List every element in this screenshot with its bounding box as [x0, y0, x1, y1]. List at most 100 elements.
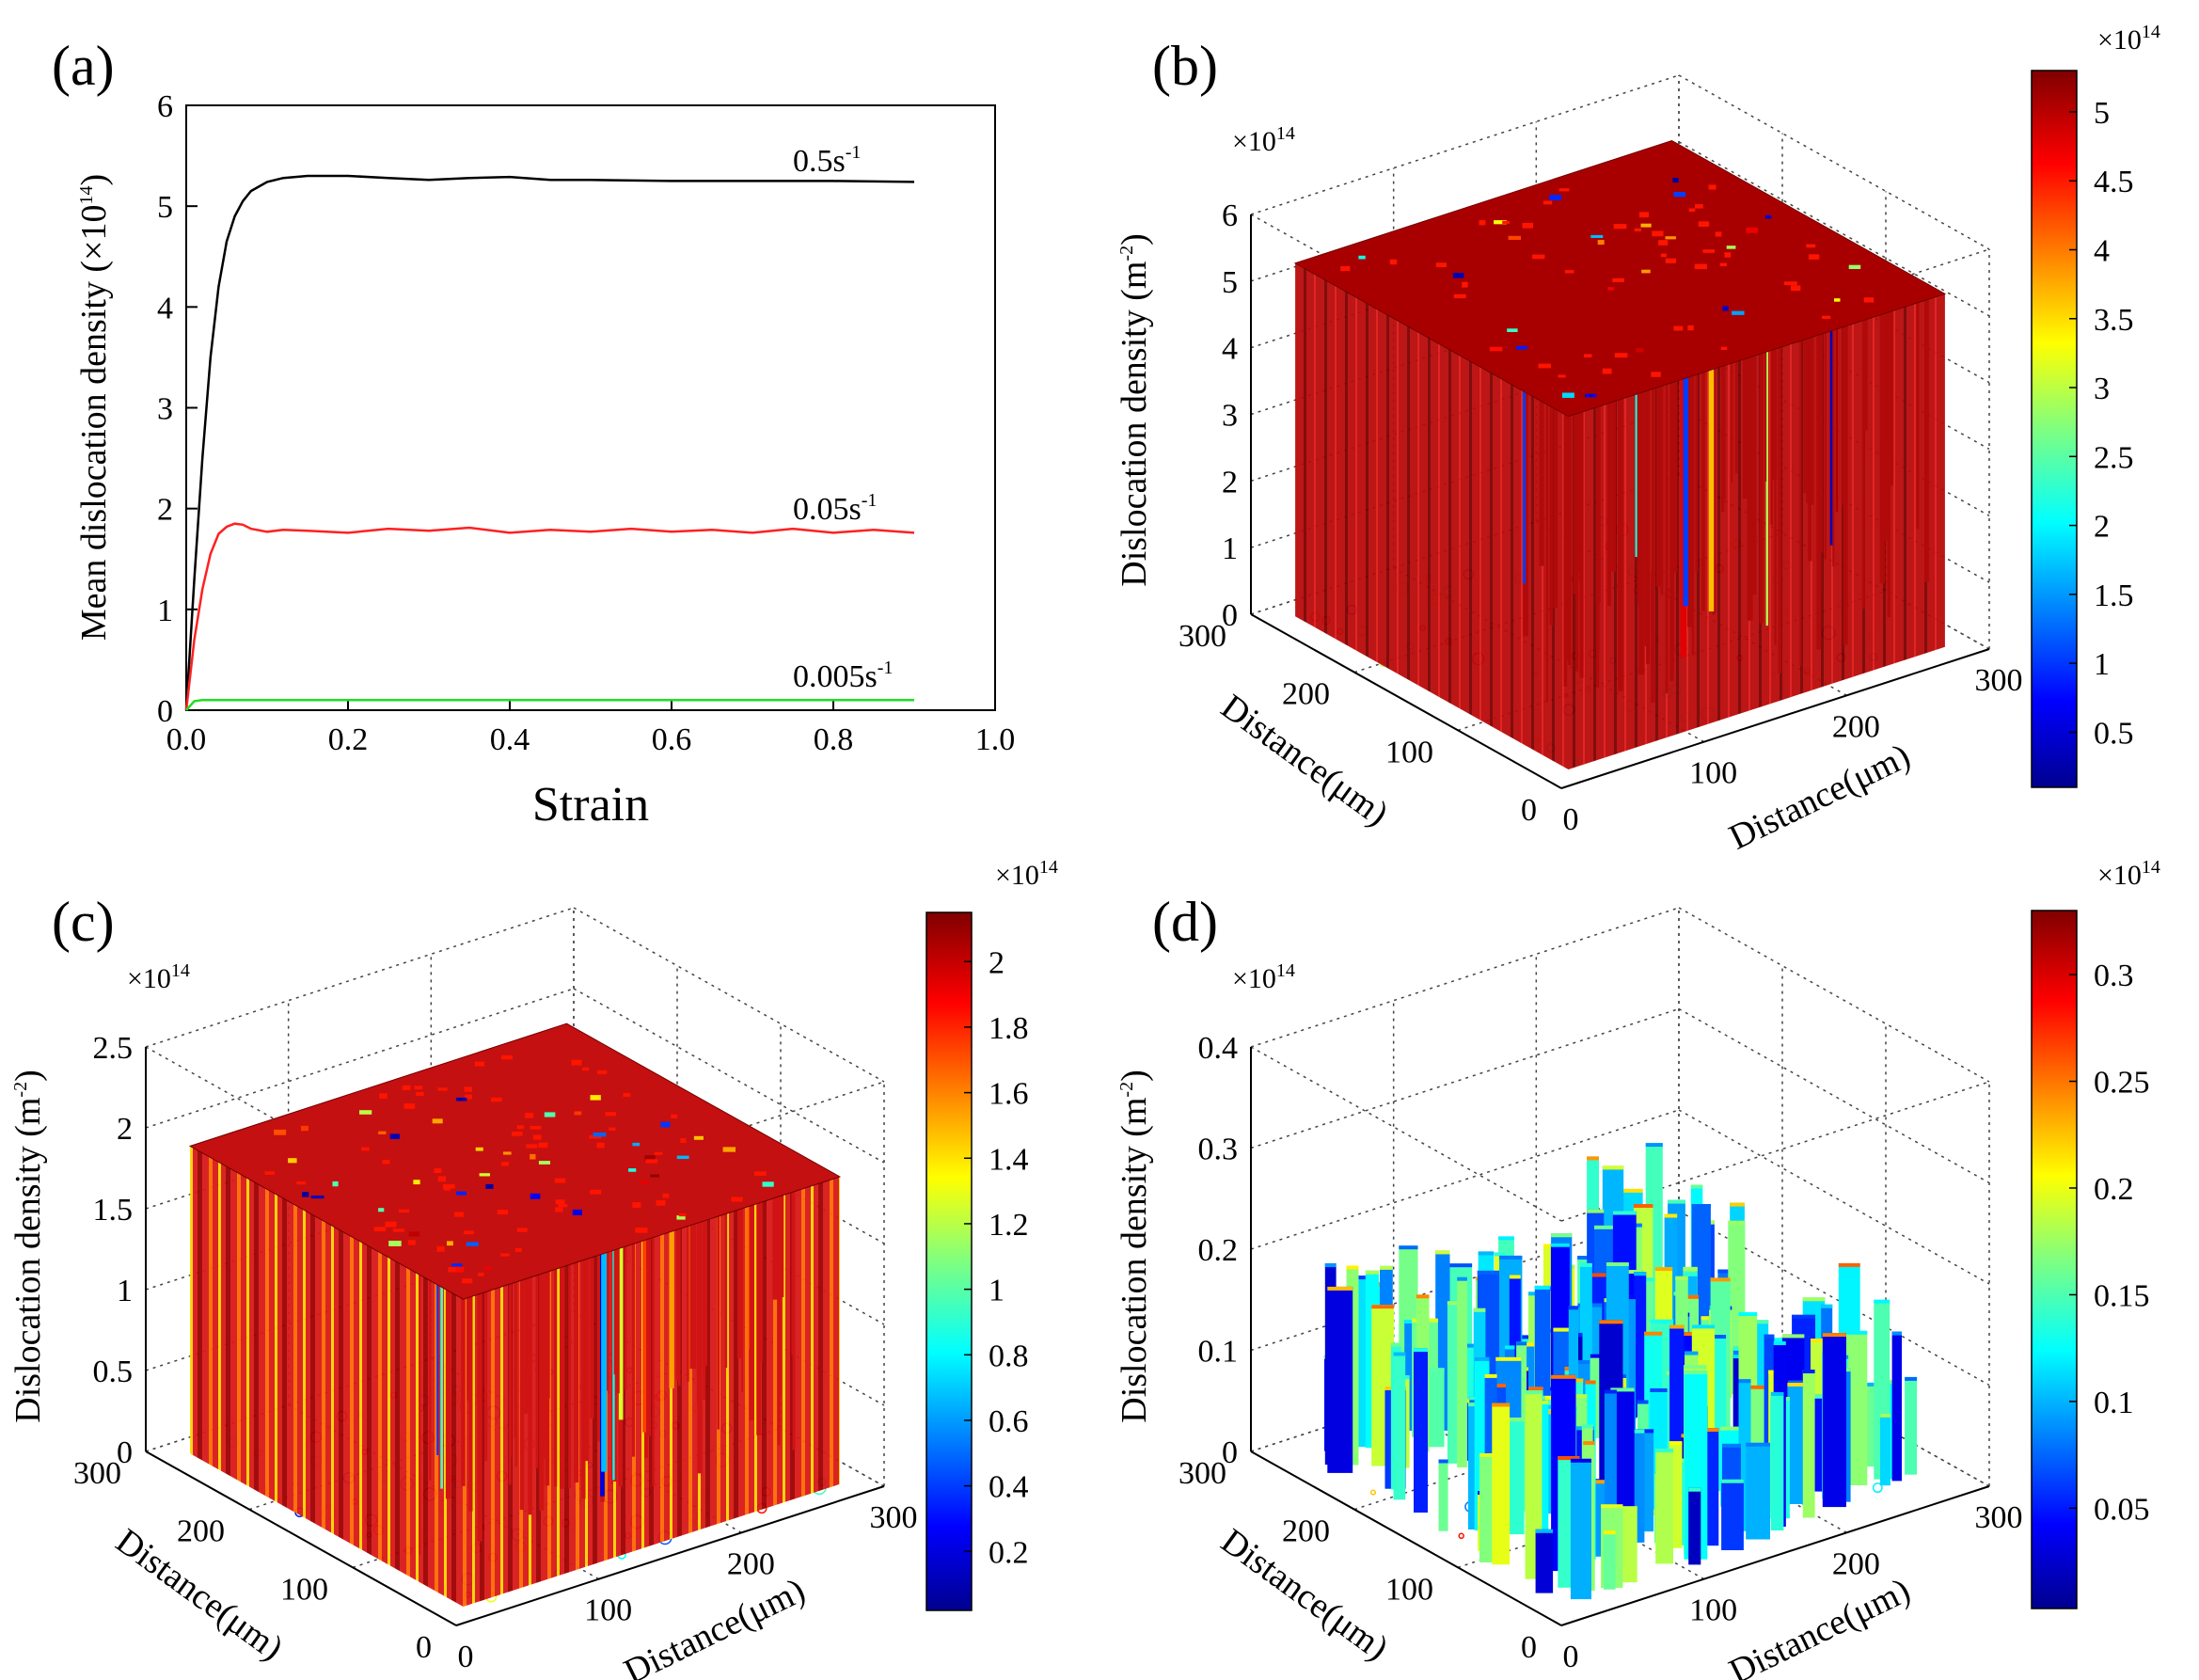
surface-column-cap	[1572, 1394, 1588, 1399]
surface-speck	[1590, 234, 1604, 239]
axis-scale-label: ×1014	[1232, 123, 1295, 157]
surface-column-cap	[1802, 1370, 1815, 1373]
grid-line	[1250, 1007, 1680, 1149]
colorbar-tick-label: 2	[989, 945, 1005, 980]
x-tick-label: 0.8	[814, 722, 854, 757]
surface-speck	[1673, 192, 1686, 198]
colorbar-tick-label: 1.4	[989, 1142, 1029, 1177]
z-tick-label: 5	[1222, 265, 1238, 300]
surface-column-cap	[1499, 1255, 1523, 1260]
surface-speck	[302, 1192, 309, 1197]
surface-speck	[1724, 252, 1732, 258]
x-tick-label: 300	[73, 1456, 121, 1491]
y-tick-label: 0	[1563, 1640, 1579, 1674]
colorbar-tick-label: 0.2	[2094, 1172, 2134, 1207]
surface-speck	[462, 1278, 473, 1284]
surface-speck	[1695, 204, 1703, 209]
surface-column-cap	[1587, 1209, 1605, 1213]
surface-speck	[464, 1086, 472, 1092]
colorbar-ticks: 0.2 0.4 0.6 0.8 1 1.2 1.4 1.6 1.8 2	[964, 945, 1029, 1570]
x-tick-label: 1.0	[975, 722, 1016, 757]
surface-column-cap	[1685, 1351, 1699, 1355]
floor-boundary	[1872, 1482, 1883, 1494]
surface-speck	[656, 1199, 666, 1206]
surface-speck	[436, 1245, 445, 1252]
surface-speck	[1507, 328, 1518, 332]
x-tick-label: 200	[177, 1514, 225, 1549]
surface-column-cap	[1821, 1304, 1833, 1308]
surface-speck	[1612, 277, 1625, 283]
surface-speck	[645, 1159, 658, 1164]
surface-column-cap	[1416, 1294, 1430, 1299]
surface-column-cap	[1473, 1308, 1486, 1312]
colorbar-tick-label: 0.15	[2094, 1278, 2150, 1313]
surface-column-cap	[1838, 1262, 1860, 1267]
surface-column-cap	[1479, 1453, 1503, 1457]
surface-speck	[332, 1181, 339, 1187]
surface-speck	[443, 1183, 455, 1189]
surface-speck	[398, 1209, 410, 1213]
surface-speck	[676, 1215, 686, 1220]
surface-column-cap	[1905, 1376, 1918, 1381]
surface-speck	[1808, 254, 1820, 260]
surface-column-cap	[1558, 1456, 1580, 1461]
surface-speck	[609, 1127, 616, 1131]
surface-speck	[660, 1121, 671, 1128]
surface-column	[1905, 1376, 1918, 1475]
surface-speck	[455, 1097, 467, 1102]
surface-column-cap	[1664, 1213, 1678, 1218]
y-tick-label: 1	[157, 594, 173, 628]
surface-column-cap	[1581, 1424, 1593, 1429]
surface-speck	[478, 1273, 484, 1276]
y-tick-label: 3	[157, 392, 173, 427]
surface-speck	[593, 1133, 607, 1137]
surface-speck	[525, 1113, 534, 1118]
surface-column-cap	[1738, 1312, 1758, 1316]
surface-speck	[382, 1160, 390, 1165]
surface-column-cap	[1622, 1188, 1643, 1193]
surface-speck	[650, 1174, 659, 1178]
surface-column-cap	[1637, 1400, 1649, 1404]
surface-speck	[456, 1191, 467, 1196]
surface-speck	[1502, 220, 1511, 224]
surface-column-cap	[1587, 1156, 1599, 1161]
surface-speck	[1708, 184, 1716, 190]
surface-column-cap	[1702, 1428, 1719, 1433]
surface-column-cap	[1728, 1220, 1746, 1225]
surface-column-cap	[1655, 1449, 1673, 1453]
colorbar-tick-label: 1.6	[989, 1077, 1029, 1112]
surface-speck	[1558, 188, 1570, 192]
surface-speck	[389, 1133, 400, 1139]
surface-speck	[465, 1094, 473, 1100]
surface-speck	[1538, 363, 1551, 369]
grid-line	[1678, 1007, 1990, 1184]
surface-column-cap	[1684, 1365, 1707, 1370]
colorbar-tick-label: 0.05	[2094, 1492, 2150, 1527]
y-tick-label: 300	[1975, 1500, 2023, 1535]
floor-boundary	[1369, 1489, 1377, 1496]
surface-column-cap	[1844, 1330, 1868, 1335]
surface-speck	[378, 1208, 385, 1212]
x-tick-label: 0.2	[328, 722, 369, 757]
surface-speck	[1806, 244, 1816, 248]
y-tick-label: 4	[157, 291, 173, 325]
surface-column	[1811, 1394, 1826, 1492]
colorbar-tick-label: 0.6	[989, 1404, 1029, 1439]
surface-speck	[574, 1111, 582, 1116]
x-tick-label: 200	[1282, 1514, 1330, 1549]
surface-column-cap	[1509, 1418, 1525, 1422]
surface-column-cap	[1371, 1305, 1394, 1309]
colorbar-scale-label: ×1014	[2097, 22, 2160, 55]
surface-column-cap	[1792, 1314, 1815, 1319]
y-tick-label: 200	[1832, 709, 1880, 744]
surface-column-cap	[1604, 1389, 1617, 1394]
surface-speck	[530, 1153, 536, 1160]
surface-column-cap	[1721, 1479, 1744, 1483]
surface-column-cap	[1550, 1243, 1570, 1247]
surface-column-cap	[1684, 1371, 1708, 1375]
surface-speck	[1638, 212, 1649, 218]
surface-speck	[582, 1067, 590, 1071]
z-tick-label: 0	[1222, 598, 1238, 633]
